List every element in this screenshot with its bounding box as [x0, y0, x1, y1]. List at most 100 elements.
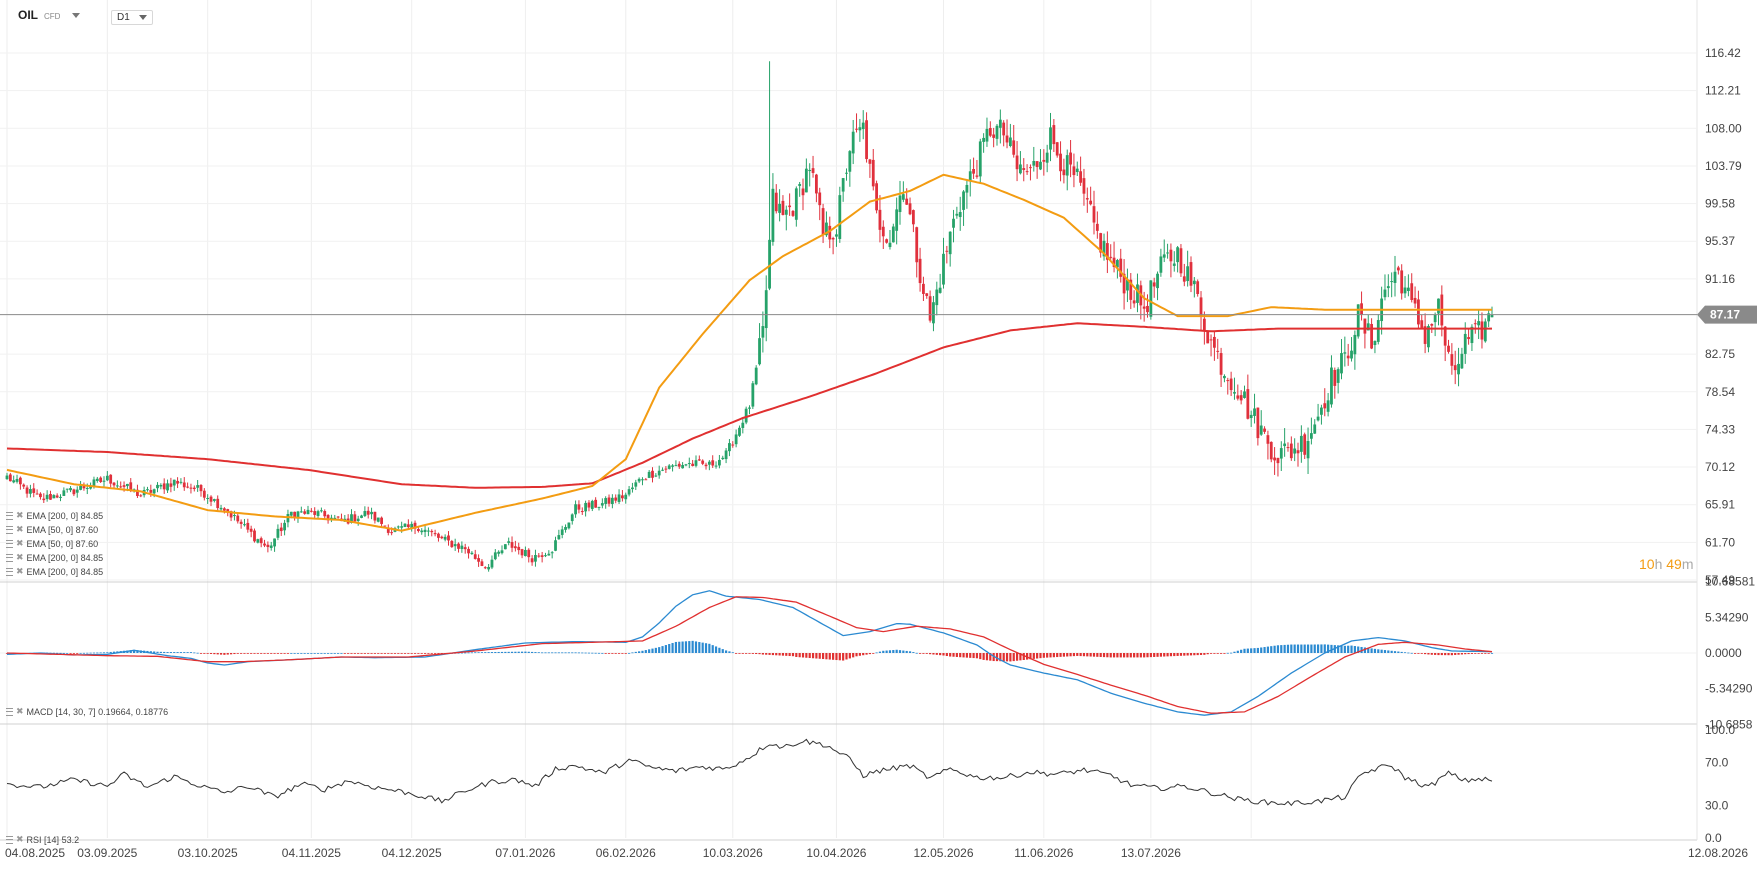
close-icon[interactable]: ✖ — [16, 566, 24, 576]
candle[interactable] — [667, 464, 671, 470]
candle[interactable] — [410, 521, 414, 532]
candle[interactable] — [450, 539, 454, 548]
candle[interactable] — [600, 498, 604, 509]
candle[interactable] — [945, 245, 949, 264]
candle[interactable] — [1433, 312, 1437, 337]
candle[interactable] — [520, 548, 524, 559]
candle[interactable] — [751, 380, 755, 410]
candle[interactable] — [758, 323, 761, 366]
candle[interactable] — [764, 275, 768, 342]
candle[interactable] — [811, 155, 815, 178]
candle[interactable] — [594, 497, 598, 508]
candle[interactable] — [888, 229, 892, 250]
candle[interactable] — [1045, 144, 1049, 173]
candle[interactable] — [1386, 274, 1390, 298]
candle[interactable] — [564, 524, 567, 533]
candle[interactable] — [828, 216, 832, 249]
candle[interactable] — [253, 528, 256, 543]
candle[interactable] — [1042, 149, 1046, 176]
candle[interactable] — [798, 181, 802, 197]
candle[interactable] — [1396, 265, 1400, 275]
candle[interactable] — [319, 507, 323, 513]
candle[interactable] — [212, 498, 216, 503]
candle[interactable] — [209, 495, 213, 507]
candle[interactable] — [102, 476, 106, 487]
candle[interactable] — [1299, 425, 1303, 463]
candle[interactable] — [105, 471, 109, 482]
candle[interactable] — [483, 566, 487, 570]
candle[interactable] — [992, 127, 996, 148]
candle[interactable] — [855, 113, 858, 133]
candle[interactable] — [1483, 318, 1487, 343]
candle[interactable] — [1189, 256, 1193, 293]
candle[interactable] — [52, 494, 56, 499]
candle[interactable] — [1065, 149, 1069, 191]
settings-icon[interactable] — [6, 707, 13, 716]
candle[interactable] — [490, 555, 494, 570]
candle[interactable] — [724, 448, 728, 464]
candle[interactable] — [69, 486, 72, 493]
candle[interactable] — [1112, 241, 1116, 273]
candle[interactable] — [1473, 319, 1477, 334]
price-panel[interactable]: 87.17 — [0, 61, 1757, 572]
candle[interactable] — [761, 311, 765, 353]
candle[interactable] — [199, 484, 203, 497]
candle[interactable] — [1400, 264, 1404, 300]
candle[interactable] — [1259, 410, 1263, 436]
candle[interactable] — [179, 478, 183, 485]
candle[interactable] — [517, 542, 521, 555]
candle[interactable] — [955, 206, 959, 219]
candle[interactable] — [1005, 119, 1009, 149]
candle[interactable] — [433, 529, 437, 537]
candle[interactable] — [259, 536, 263, 548]
candle[interactable] — [283, 519, 287, 536]
candle[interactable] — [1039, 149, 1042, 171]
candle[interactable] — [922, 276, 925, 301]
candle[interactable] — [681, 462, 685, 469]
candle[interactable] — [1089, 186, 1093, 206]
candle[interactable] — [1052, 119, 1056, 152]
indicator-legend-ema-5[interactable]: ✖ EMA [200, 0] 84.85 — [6, 566, 103, 577]
candle[interactable] — [567, 522, 571, 530]
candle[interactable] — [664, 466, 668, 473]
candle[interactable] — [1059, 141, 1062, 182]
candle[interactable] — [460, 541, 464, 553]
candle[interactable] — [1008, 123, 1012, 148]
candle[interactable] — [159, 483, 163, 490]
candle[interactable] — [1266, 430, 1270, 460]
candle[interactable] — [1075, 161, 1079, 176]
candle[interactable] — [1447, 339, 1450, 354]
candle[interactable] — [871, 148, 875, 191]
candle[interactable] — [1279, 441, 1283, 471]
candle[interactable] — [99, 476, 103, 483]
candle[interactable] — [49, 490, 52, 500]
candle[interactable] — [366, 506, 370, 519]
candle[interactable] — [473, 549, 477, 560]
candle[interactable] — [1453, 350, 1457, 385]
candle[interactable] — [1487, 309, 1491, 328]
candle[interactable] — [1062, 158, 1066, 184]
candle[interactable] — [1390, 272, 1394, 298]
candle[interactable] — [768, 61, 771, 291]
candle[interactable] — [774, 184, 778, 214]
candle[interactable] — [550, 551, 554, 559]
candle[interactable] — [1313, 419, 1317, 434]
settings-icon[interactable] — [6, 567, 13, 576]
candle[interactable] — [1209, 334, 1213, 357]
candle[interactable] — [386, 524, 390, 536]
candle[interactable] — [75, 486, 79, 498]
candle[interactable] — [748, 405, 751, 415]
candle[interactable] — [196, 480, 200, 492]
candle[interactable] — [249, 525, 253, 538]
candle[interactable] — [801, 178, 805, 211]
candle[interactable] — [694, 455, 698, 468]
candle[interactable] — [881, 220, 885, 249]
candle[interactable] — [1320, 404, 1323, 425]
candle[interactable] — [176, 477, 179, 489]
candle[interactable] — [908, 197, 912, 216]
settings-icon[interactable] — [6, 511, 13, 520]
candle[interactable] — [1437, 298, 1440, 326]
candle[interactable] — [1283, 428, 1287, 457]
candle[interactable] — [22, 483, 26, 489]
candle[interactable] — [707, 460, 711, 471]
